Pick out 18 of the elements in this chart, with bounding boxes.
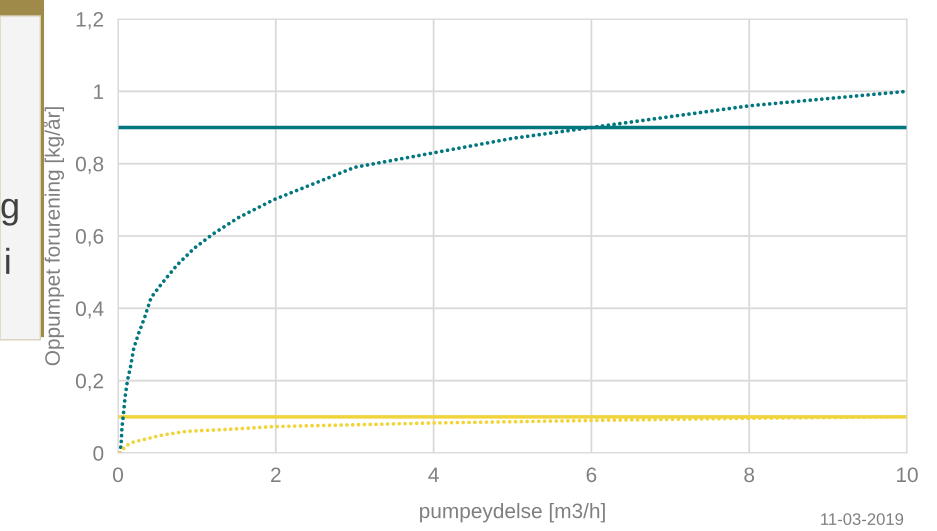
- x-tick-label: 6: [586, 467, 596, 482]
- text: 11-03-2019: [821, 513, 904, 526]
- text: i: [6, 248, 10, 274]
- y-tick-label: 0,6: [76, 229, 104, 246]
- y-tick-label: 1: [94, 84, 104, 99]
- x-tick-label: 8: [744, 467, 754, 482]
- x-tick-label: 0: [113, 467, 123, 482]
- x-tick-label: 2: [271, 467, 281, 482]
- y-tick-label: 0,2: [76, 374, 104, 391]
- text: g: [2, 198, 18, 226]
- y-tick-label: 0,8: [76, 156, 104, 174]
- x-tick-label: 10: [897, 467, 918, 482]
- x-tick-label: 4: [428, 468, 439, 482]
- y-axis-title: Oppumpet forurening [kg/år]: [42, 107, 64, 366]
- y-tick-label: 1,2: [76, 12, 104, 30]
- y-tick-label: 0: [93, 446, 104, 461]
- y-tick-label: 0,4: [76, 301, 104, 319]
- x-axis-title: pumpeydelse [m3/h]: [420, 502, 605, 522]
